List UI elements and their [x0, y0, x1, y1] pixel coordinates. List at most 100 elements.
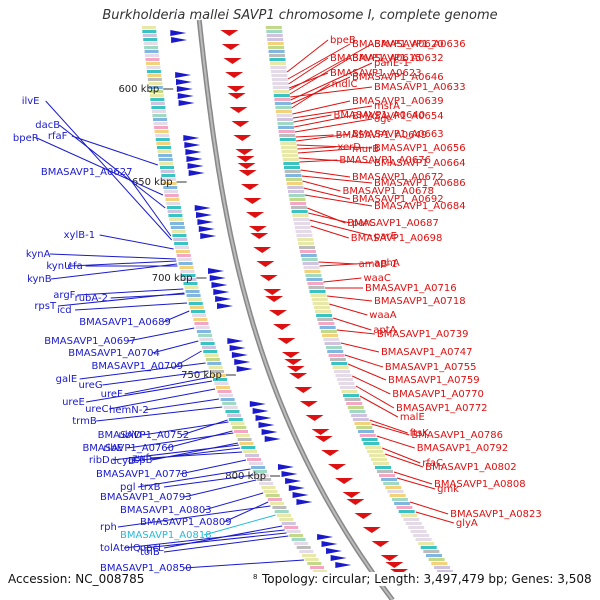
feature-block-right [316, 314, 333, 317]
feature-block-right [304, 270, 321, 273]
feature-block-left [232, 426, 247, 429]
feature-block-left [185, 290, 200, 293]
feature-block-left [212, 378, 227, 381]
feature-block-right [267, 42, 284, 45]
feature-block-left [307, 562, 322, 565]
gene-label-right: BMASAVP1_A0672 [352, 172, 444, 183]
feature-block-left [203, 350, 218, 353]
feature-block-right [282, 158, 299, 161]
gene-connector-left [144, 398, 220, 411]
gene-label-left: hemN-2 [109, 405, 149, 416]
gene-connector-left [181, 419, 228, 436]
feature-block-right [413, 534, 430, 537]
gene-label-right: BMASAVP1_A0759 [388, 375, 480, 386]
feature-block-left [150, 102, 165, 105]
feature-block-left [178, 262, 193, 265]
feature-block-left [237, 438, 252, 441]
gene-connector-left [70, 260, 177, 267]
feature-block-left [164, 190, 179, 193]
feature-block-left [201, 346, 216, 349]
gene-arrow-reverse [385, 562, 404, 568]
gene-arrow-forward [249, 401, 266, 407]
gene-connector-right [291, 83, 330, 109]
feature-block-left [162, 182, 177, 185]
feature-block-right [282, 154, 299, 157]
feature-block-left [279, 518, 294, 521]
gene-arrow-reverse [380, 555, 399, 561]
gene-arrow-reverse [231, 121, 250, 127]
feature-block-left [239, 442, 254, 445]
feature-block-right [374, 466, 391, 469]
gene-connector-right [369, 419, 408, 434]
feature-block-right [396, 506, 413, 509]
gene-label-left: ribE [103, 443, 123, 454]
feature-block-left [181, 274, 196, 277]
feature-block-right [292, 214, 309, 217]
feature-block-right [367, 450, 384, 453]
feature-block-left [143, 42, 158, 45]
feature-block-left [161, 178, 176, 181]
feature-block-right [346, 402, 363, 405]
gene-label-right: BMASAVP1_A0664 [374, 158, 466, 169]
gene-arrow-forward [184, 142, 201, 148]
feature-block-right [391, 498, 408, 501]
gene-arrow-forward [229, 345, 246, 351]
gene-arrow-reverse [246, 212, 265, 218]
feature-block-right [275, 106, 292, 109]
gene-connector-left [124, 171, 172, 237]
gene-connector-right [286, 39, 329, 73]
feature-block-left [147, 78, 162, 81]
gene-arrow-reverse [284, 359, 303, 365]
gene-connector-left [183, 559, 305, 569]
feature-block-right [265, 26, 282, 29]
feature-block-left [217, 390, 232, 393]
gene-label-right: BMASAVP1_A0739 [377, 329, 469, 340]
feature-block-left [169, 222, 184, 225]
gene-label-left: bpeR [13, 133, 39, 144]
gene-label-left: ureG [78, 380, 102, 391]
gene-connector-right [333, 317, 372, 331]
gene-arrow-forward [227, 338, 244, 344]
feature-block-left [144, 46, 159, 49]
gene-label-left: ribD [89, 455, 110, 466]
feature-block-right [428, 558, 445, 561]
feature-block-left [145, 58, 160, 61]
feature-block-left [189, 306, 204, 309]
feature-block-left [263, 490, 278, 493]
feature-block-right [365, 446, 382, 449]
gene-label-right: BMASAVP1_A0678 [342, 186, 434, 197]
gene-arrow-forward [255, 415, 272, 421]
gene-label-right: BMASAVP1_A0686 [374, 178, 466, 189]
feature-block-left [177, 258, 192, 261]
gene-arrow-reverse [263, 289, 282, 295]
feature-block-right [269, 62, 286, 65]
feature-block-right [425, 554, 442, 557]
gene-label-right: parC [352, 218, 376, 229]
gene-label-left: BMASAVP1_A0627 [41, 167, 133, 178]
gene-connector-right [323, 277, 362, 283]
feature-block-left [296, 546, 311, 549]
gene-connector-right [292, 100, 351, 115]
gene-arrow-reverse [229, 107, 248, 113]
gene-arrow-forward [317, 534, 334, 540]
feature-block-right [372, 462, 389, 465]
feature-block-right [271, 78, 288, 81]
gene-connector-right [302, 180, 341, 192]
feature-block-right [415, 538, 432, 541]
feature-block-right [332, 366, 349, 369]
feature-block-right [423, 550, 440, 553]
feature-block-left [171, 230, 186, 233]
gene-label-right: BMASAVP1_A0684 [374, 201, 466, 212]
gene-connector-right [292, 105, 373, 119]
gene-label-right: BMASAVP1_A0646 [352, 72, 444, 83]
gene-arrow-forward [288, 485, 305, 491]
gene-connector-left [71, 135, 159, 166]
gene-label-right: BMASAVP1_A0623 [330, 68, 422, 79]
gene-arrow-forward [178, 100, 195, 106]
feature-block-right [329, 358, 346, 361]
feature-block-left [230, 422, 245, 425]
feature-block-right [297, 238, 314, 241]
feature-block-left [286, 530, 301, 533]
gene-arrow-reverse [321, 450, 340, 456]
gene-label-right: BMASAVP1_A0615 [330, 53, 422, 64]
